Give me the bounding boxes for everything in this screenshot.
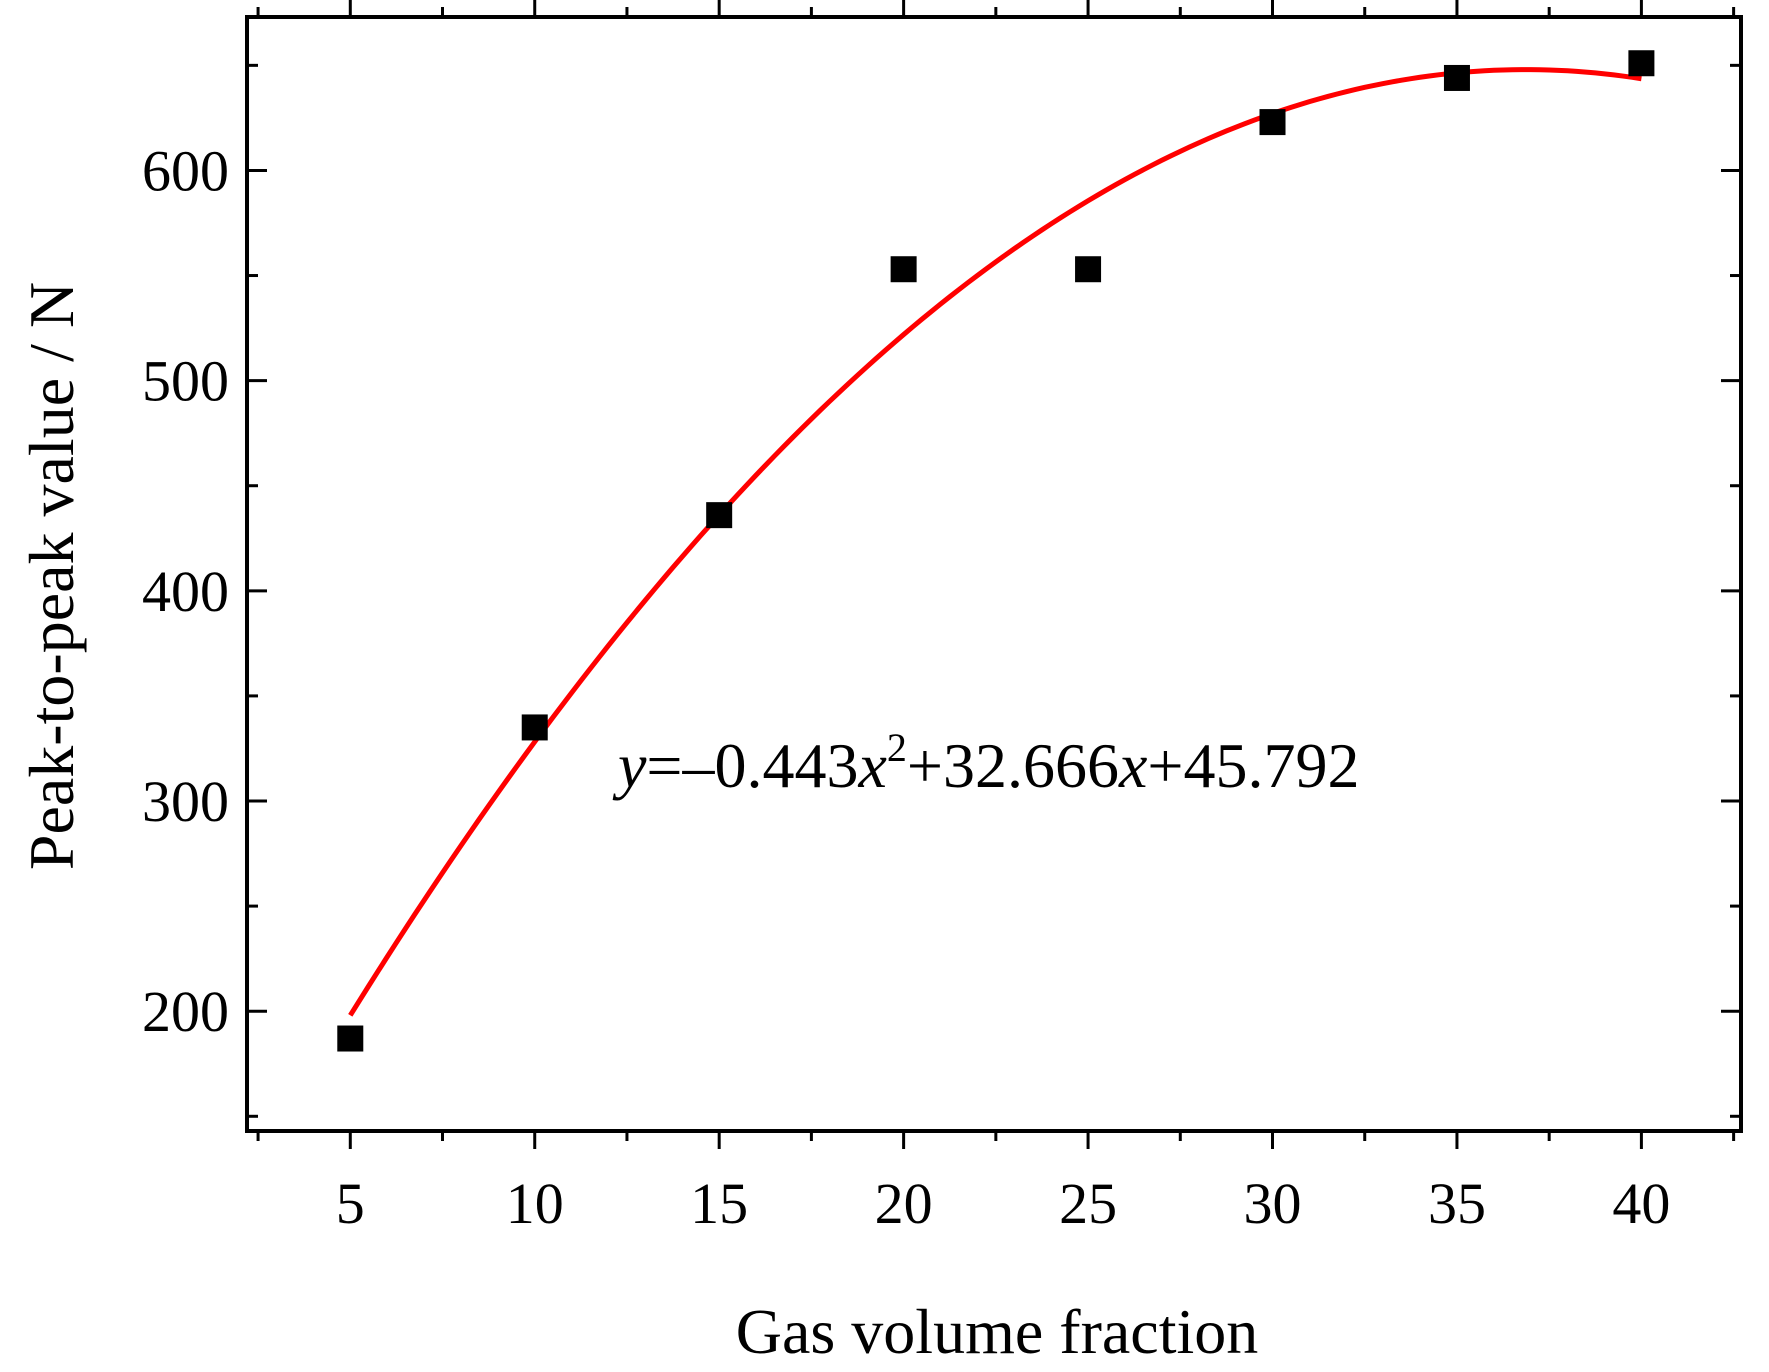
equation-part-3: +45.792 [1147, 730, 1359, 801]
equation-part-2: +32.666 [907, 730, 1119, 801]
x-tick-labels: 5 10 15 20 25 30 35 40 [336, 1171, 1671, 1236]
ticks-layer [247, 0, 1741, 1149]
equation-part-1: =–0.443 [646, 730, 858, 801]
plot-frame [245, 15, 1743, 1133]
x-tick-label: 10 [506, 1171, 564, 1236]
x-tick-label: 25 [1059, 1171, 1117, 1236]
y-tick-label: 400 [142, 559, 229, 624]
y-tick-label: 300 [142, 769, 229, 834]
data-point [1259, 109, 1286, 136]
data-point [1075, 256, 1102, 283]
x-tick-label: 20 [875, 1171, 933, 1236]
x-tick-label: 15 [690, 1171, 748, 1236]
equation-superscript: 2 [887, 725, 907, 770]
data-point [337, 1025, 364, 1052]
x-tick-label: 40 [1612, 1171, 1670, 1236]
data-point [890, 256, 917, 283]
data-point [1443, 64, 1470, 91]
fit-equation: y=–0.443x2+32.666x+45.792 [612, 725, 1360, 801]
y-tick-label: 500 [142, 349, 229, 414]
data-point [1628, 50, 1655, 77]
y-tick-label: 600 [142, 138, 229, 203]
equation-x-2: x [1118, 730, 1147, 801]
data-points-layer [337, 50, 1655, 1052]
y-tick-label: 200 [142, 979, 229, 1044]
x-tick-label: 30 [1244, 1171, 1302, 1236]
x-tick-label: 35 [1428, 1171, 1486, 1236]
x-axis-title: Gas volume fraction [736, 1296, 1259, 1367]
x-tick-label: 5 [336, 1171, 365, 1236]
data-point [706, 502, 733, 529]
fit-curve [348, 67, 1642, 1017]
fit-curve-layer [348, 67, 1642, 1017]
equation-y: y [612, 730, 647, 801]
equation-x-1: x [858, 730, 887, 801]
data-point [521, 714, 548, 741]
y-tick-labels: 200 300 400 500 600 [142, 138, 229, 1044]
y-axis-title: Peak-to-peak value / N [16, 282, 87, 870]
